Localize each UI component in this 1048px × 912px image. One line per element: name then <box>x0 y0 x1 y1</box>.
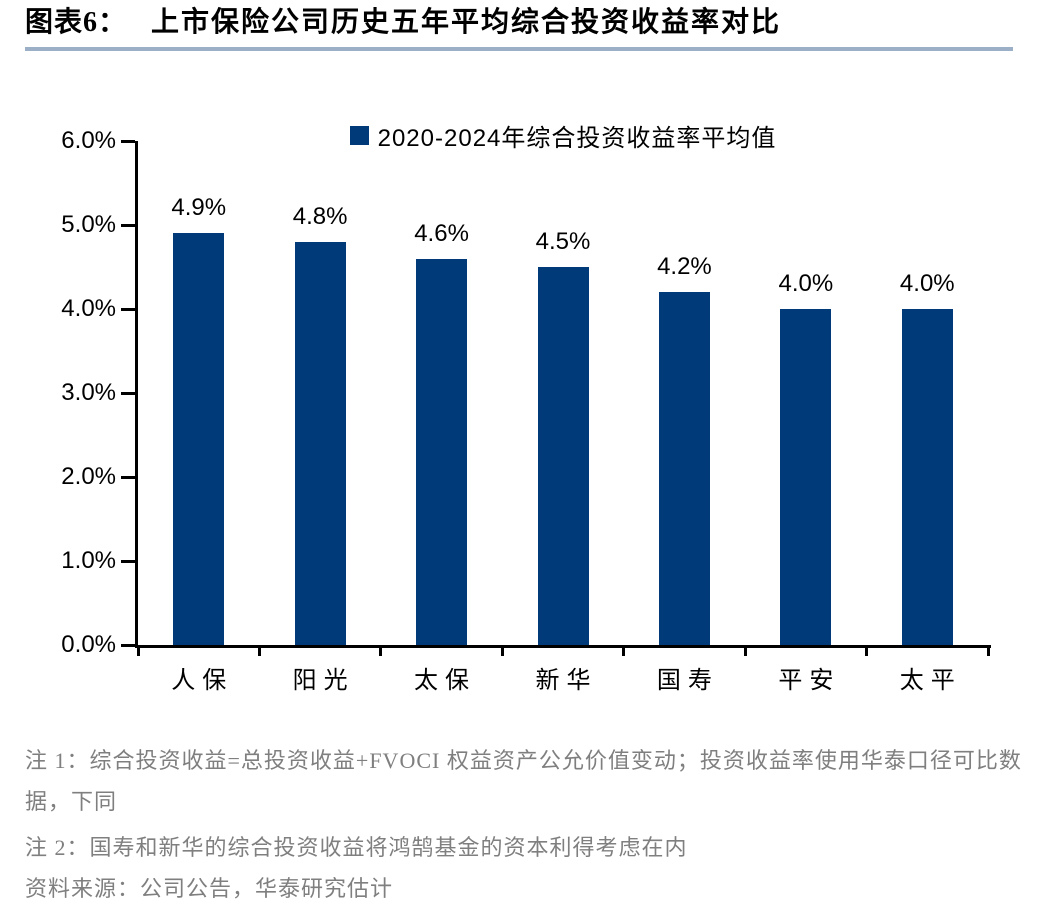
figure-title: 上市保险公司历史五年平均综合投资收益率对比 <box>151 7 782 38</box>
y-axis-tick <box>121 308 135 311</box>
x-axis-tick <box>865 648 869 656</box>
y-axis-tick-label: 0.0% <box>61 631 116 658</box>
x-axis-tick <box>257 648 261 656</box>
x-axis-category-label: 国寿 <box>656 668 719 694</box>
y-axis-tick <box>121 560 135 563</box>
footnote-1: 注 1：综合投资收益=总投资收益+FVOCI 权益资产公允价值变动；投资收益率使… <box>25 748 1022 814</box>
y-axis-tick <box>121 644 135 647</box>
bar <box>173 233 225 645</box>
bar <box>537 267 589 645</box>
source-line: 资料来源：公司公告，华泰研究估计 <box>25 876 394 901</box>
footnote-2: 注 2：国寿和新华的综合投资收益将鸿鹄基金的资本利得考虑在内 <box>25 835 688 860</box>
bar-value-label: 4.9% <box>171 194 227 222</box>
title-divider-rule <box>25 47 1013 51</box>
x-axis-category-label: 人保 <box>171 668 234 694</box>
x-axis-category-label: 新华 <box>535 668 598 694</box>
x-axis-category-label: 阳光 <box>292 668 355 694</box>
y-axis-tick <box>121 392 135 395</box>
y-axis-tick-label: 4.0% <box>61 295 116 322</box>
y-axis-tick <box>121 140 135 143</box>
bar-value-label: 4.5% <box>535 228 591 255</box>
x-axis-line <box>135 645 991 648</box>
figure-footnotes: 注 1：综合投资收益=总投资收益+FVOCI 权益资产公允价值变动；投资收益率使… <box>25 740 1033 909</box>
y-axis-tick <box>121 476 135 479</box>
chart-legend: 2020-2024年综合投资收益率平均值 <box>138 121 988 152</box>
bar-value-label: 4.0% <box>778 270 834 297</box>
y-axis-tick-label: 1.0% <box>61 547 116 574</box>
figure-title-row: 图表6： 上市保险公司历史五年平均综合投资收益率对比 <box>25 6 1025 40</box>
x-axis-category-label: 太平 <box>899 668 962 694</box>
bar <box>901 309 953 645</box>
y-axis-tick-label: 6.0% <box>61 127 116 154</box>
x-axis-tick <box>986 648 990 656</box>
bar <box>416 258 468 645</box>
x-axis-tick <box>379 648 383 656</box>
x-axis-category-label: 平安 <box>778 668 841 694</box>
y-axis-tick-label: 2.0% <box>61 463 116 490</box>
bar <box>658 292 710 645</box>
y-axis-tick <box>121 224 135 227</box>
y-axis-line <box>135 141 138 648</box>
y-axis-tick-label: 3.0% <box>61 379 116 406</box>
x-axis-category-label: 太保 <box>414 668 477 694</box>
x-axis-tick <box>743 648 747 656</box>
x-axis-tick <box>136 648 140 656</box>
y-axis-tick-label: 5.0% <box>61 211 116 238</box>
figure-number-label: 图表6： <box>25 7 128 38</box>
legend-swatch-icon <box>349 125 369 145</box>
bar-value-label: 4.0% <box>899 270 955 297</box>
bar-value-label: 4.2% <box>657 253 712 281</box>
bar-value-label: 4.8% <box>292 202 348 230</box>
x-axis-tick <box>622 648 626 656</box>
bar-value-label: 4.6% <box>414 219 469 247</box>
bar <box>780 309 832 645</box>
bar <box>294 241 346 645</box>
legend-label: 2020-2024年综合投资收益率平均值 <box>377 124 777 152</box>
x-axis-tick <box>500 648 504 656</box>
